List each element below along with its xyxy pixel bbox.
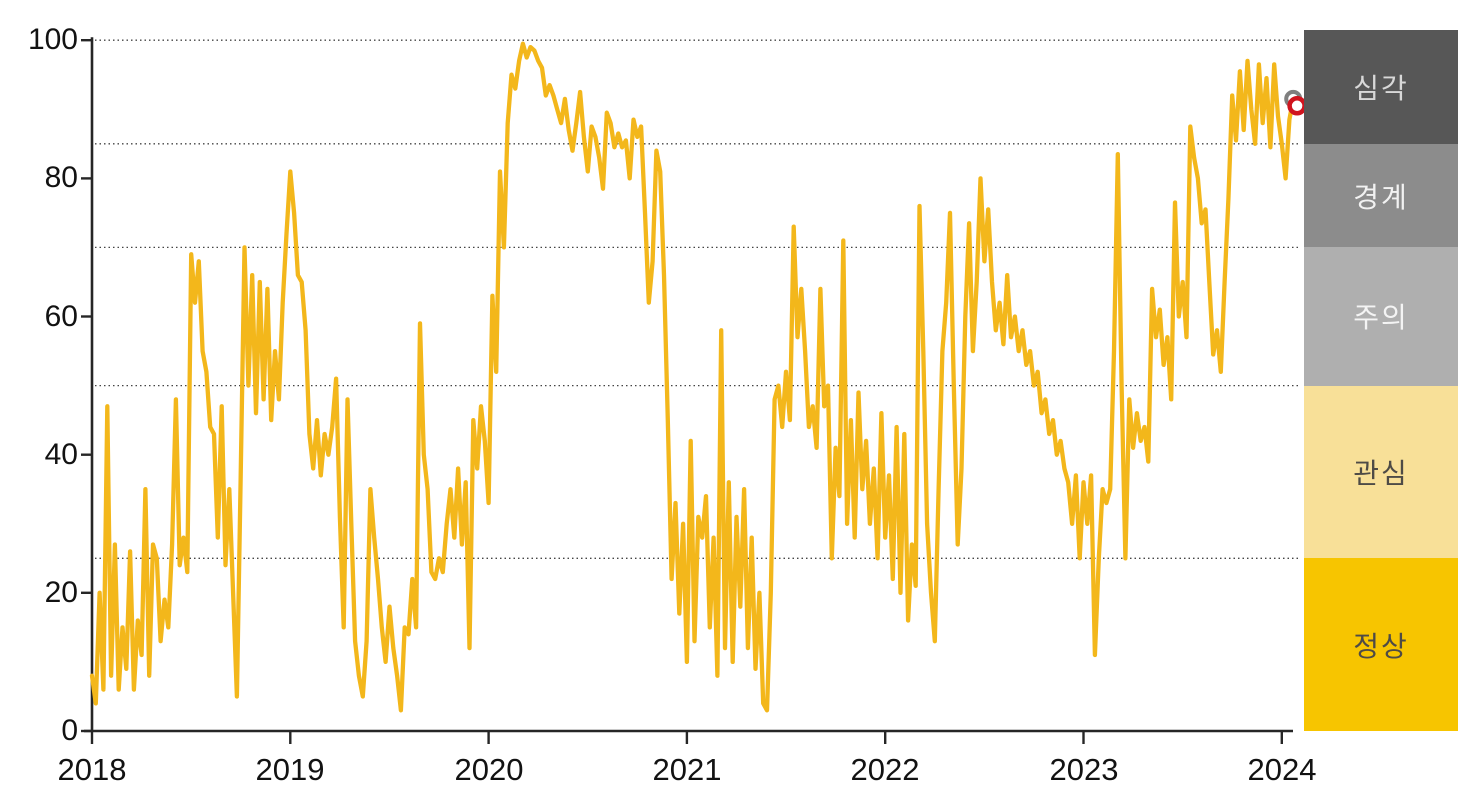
risk-band-주의: 주의 — [1304, 247, 1458, 386]
risk-band-label: 관심 — [1353, 457, 1409, 489]
risk-band-label: 주의 — [1353, 302, 1409, 334]
x-tick-label: 2019 — [255, 752, 325, 787]
x-tick-label: 2023 — [1049, 752, 1119, 787]
y-tick-label: 80 — [44, 161, 78, 194]
index-line — [89, 41, 1300, 713]
risk-band-경계: 경계 — [1304, 143, 1458, 248]
y-tick-label: 100 — [27, 23, 78, 56]
x-tick-label: 2020 — [454, 752, 524, 787]
y-tick-label: 0 — [61, 714, 78, 747]
x-tick-label: 2021 — [652, 752, 722, 787]
x-tick-label: 2024 — [1247, 752, 1317, 787]
latest-point-marker — [1287, 96, 1307, 116]
risk-band-label: 정상 — [1353, 630, 1409, 662]
x-tick-label: 2018 — [57, 752, 127, 787]
risk-band-심각: 심각 — [1304, 29, 1458, 144]
risk-band-정상: 정상 — [1304, 558, 1458, 731]
y-tick-label: 60 — [44, 300, 78, 333]
risk-band-label: 심각 — [1353, 72, 1409, 104]
risk-band-관심: 관심 — [1304, 385, 1458, 559]
y-tick-label: 40 — [44, 438, 78, 471]
risk-band-label: 경계 — [1353, 181, 1409, 213]
y-tick-label: 20 — [44, 576, 78, 609]
x-tick-label: 2022 — [850, 752, 920, 787]
